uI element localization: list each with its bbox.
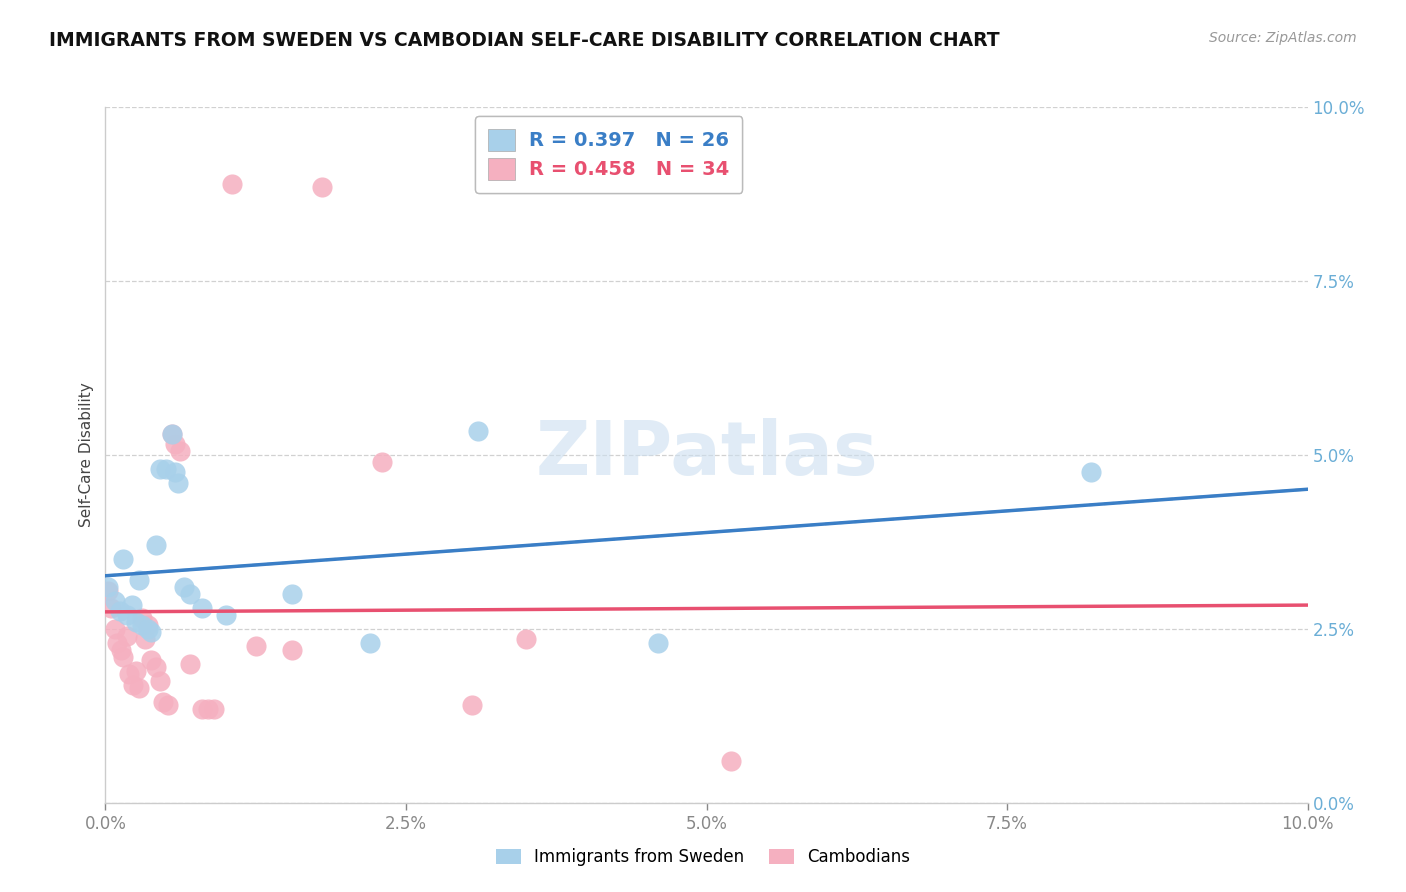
Point xyxy=(156,698,179,713)
Point xyxy=(97,580,120,594)
Point xyxy=(107,636,129,650)
Point xyxy=(169,444,191,458)
Point xyxy=(152,695,174,709)
Point xyxy=(311,180,333,194)
Point xyxy=(359,636,381,650)
Point xyxy=(122,677,145,691)
Point xyxy=(112,552,135,566)
Point xyxy=(134,632,156,647)
Text: Source: ZipAtlas.com: Source: ZipAtlas.com xyxy=(1209,31,1357,45)
Point xyxy=(115,607,138,622)
Point xyxy=(647,636,669,650)
Point xyxy=(128,681,150,695)
Point xyxy=(131,618,153,632)
Point xyxy=(124,615,146,629)
Point xyxy=(214,607,236,622)
Legend: Immigrants from Sweden, Cambodians: Immigrants from Sweden, Cambodians xyxy=(489,842,917,873)
Point xyxy=(104,594,127,608)
Point xyxy=(118,667,141,681)
Point xyxy=(110,642,132,657)
Point xyxy=(281,587,304,601)
Point xyxy=(139,625,162,640)
Point xyxy=(112,649,135,664)
Point xyxy=(197,702,219,716)
Point xyxy=(165,466,187,480)
Point xyxy=(190,601,212,615)
Point xyxy=(131,611,153,625)
Point xyxy=(173,580,195,594)
Point xyxy=(371,455,394,469)
Point xyxy=(115,629,138,643)
Point xyxy=(1080,466,1102,480)
Text: ZIPatlas: ZIPatlas xyxy=(536,418,877,491)
Point xyxy=(104,622,127,636)
Point xyxy=(145,660,167,674)
Y-axis label: Self-Care Disability: Self-Care Disability xyxy=(79,383,94,527)
Point xyxy=(121,598,143,612)
Point xyxy=(179,657,201,671)
Point xyxy=(100,601,122,615)
Point xyxy=(245,639,267,653)
Point xyxy=(515,632,537,647)
Point xyxy=(202,702,225,716)
Point xyxy=(108,605,131,619)
Point xyxy=(160,427,183,442)
Point xyxy=(136,622,159,636)
Point xyxy=(148,674,170,689)
Point xyxy=(136,618,159,632)
Legend: R = 0.397   N = 26, R = 0.458   N = 34: R = 0.397 N = 26, R = 0.458 N = 34 xyxy=(475,116,742,193)
Point xyxy=(221,177,243,191)
Point xyxy=(165,437,187,451)
Point xyxy=(155,462,177,476)
Point xyxy=(124,664,146,678)
Point xyxy=(179,587,201,601)
Point xyxy=(160,427,183,442)
Point xyxy=(166,475,188,490)
Point xyxy=(190,702,212,716)
Point xyxy=(139,653,162,667)
Point xyxy=(148,462,170,476)
Point xyxy=(720,754,742,768)
Text: IMMIGRANTS FROM SWEDEN VS CAMBODIAN SELF-CARE DISABILITY CORRELATION CHART: IMMIGRANTS FROM SWEDEN VS CAMBODIAN SELF… xyxy=(49,31,1000,50)
Point xyxy=(128,573,150,587)
Point xyxy=(281,642,304,657)
Point xyxy=(97,583,120,598)
Point xyxy=(145,538,167,552)
Point xyxy=(467,424,489,438)
Point xyxy=(461,698,484,713)
